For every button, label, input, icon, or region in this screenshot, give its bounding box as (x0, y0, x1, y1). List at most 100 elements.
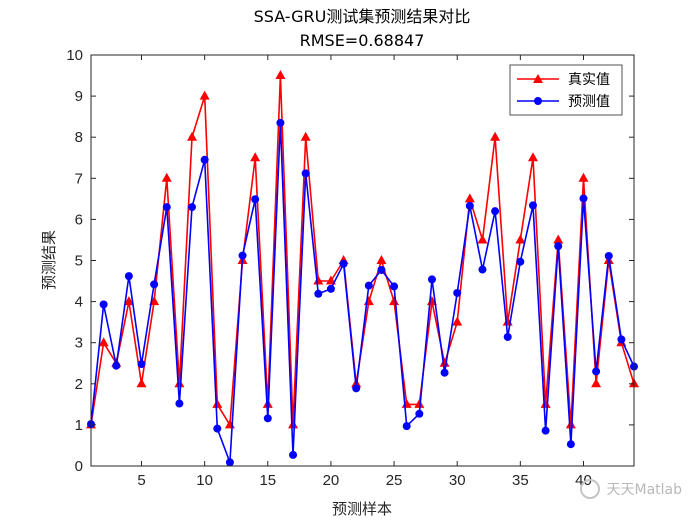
y-tick-label: 7 (75, 170, 83, 187)
data-point-predicted (251, 195, 260, 204)
data-point-predicted (99, 300, 108, 309)
data-point-predicted (339, 259, 348, 268)
y-tick-label: 6 (75, 211, 83, 228)
data-point-predicted (617, 335, 626, 344)
data-point-predicted (478, 265, 487, 274)
data-point-predicted (137, 360, 146, 369)
data-point-actual (187, 131, 198, 141)
data-point-predicted (528, 201, 537, 210)
data-point-actual (527, 152, 538, 162)
data-point-actual (477, 234, 488, 244)
data-point-predicted (402, 422, 411, 431)
x-tick-label: 5 (137, 472, 145, 489)
data-point-predicted (491, 207, 500, 216)
data-point-predicted (377, 265, 386, 274)
data-point-predicted (592, 367, 601, 376)
y-tick-label: 10 (66, 47, 83, 64)
data-point-actual (490, 131, 501, 141)
data-point-actual (212, 398, 223, 408)
data-point-actual (288, 419, 299, 429)
data-point-actual (136, 378, 147, 388)
data-point-predicted (440, 368, 449, 377)
data-point-predicted (112, 361, 121, 370)
data-point-actual (300, 131, 311, 141)
data-point-actual (389, 296, 400, 306)
wechat-logo-icon (580, 479, 601, 499)
data-point-predicted (415, 409, 424, 418)
x-tick-label: 15 (259, 472, 276, 489)
data-point-predicted (554, 242, 563, 251)
data-point-actual (591, 378, 602, 388)
x-tick-label: 30 (449, 472, 466, 489)
legend-label-predicted: 预测值 (568, 94, 610, 110)
x-tick-label: 20 (323, 472, 340, 489)
legend-marker-circle-icon (534, 97, 542, 105)
series-line-1 (90, 122, 635, 464)
x-tick-label: 35 (512, 472, 529, 489)
chart-title: SSA-GRU测试集预测结果对比 (254, 7, 471, 26)
data-point-predicted (175, 399, 184, 408)
y-tick-label: 8 (75, 129, 83, 146)
data-point-predicted (162, 203, 171, 212)
legend-marker-triangle-icon (533, 74, 543, 83)
data-point-predicted (213, 424, 222, 433)
watermark-text: 天天Matlab (606, 482, 682, 498)
data-point-predicted (124, 272, 133, 281)
data-point-predicted (326, 284, 335, 293)
data-point-predicted (516, 257, 525, 266)
data-point-predicted (390, 282, 399, 291)
x-tick-label: 10 (196, 472, 213, 489)
data-point-actual (578, 172, 589, 182)
y-tick-label: 1 (75, 417, 83, 434)
data-point-actual (275, 70, 286, 80)
y-tick-label: 5 (75, 253, 83, 270)
legend-box (509, 64, 623, 116)
data-point-actual (439, 357, 450, 367)
y-tick-label: 9 (75, 88, 83, 105)
data-point-predicted (604, 251, 613, 260)
data-point-predicted (188, 203, 197, 212)
data-point-predicted (503, 332, 512, 341)
legend-label-actual: 真实值 (568, 72, 610, 88)
y-tick-label: 3 (75, 335, 83, 352)
series-layer (86, 70, 639, 467)
data-point-predicted (579, 194, 588, 203)
data-point-predicted (541, 426, 550, 435)
data-point-actual (452, 316, 463, 326)
data-point-actual (98, 337, 109, 347)
data-point-predicted (453, 288, 462, 297)
data-point-actual (515, 234, 526, 244)
data-point-predicted (263, 414, 272, 423)
data-point-actual (250, 152, 261, 162)
data-point-predicted (566, 440, 575, 449)
data-point-actual (199, 90, 210, 100)
x-axis-label: 预测样本 (332, 500, 392, 518)
data-point-actual (376, 255, 387, 264)
legend: 真实值 预测值 (509, 64, 623, 116)
data-point-predicted (364, 281, 373, 290)
x-tick-label: 25 (386, 472, 403, 489)
data-point-actual (565, 419, 576, 429)
data-point-actual (174, 378, 185, 388)
data-point-actual (553, 234, 564, 244)
chart-subtitle: RMSE=0.68847 (300, 31, 425, 50)
data-point-actual (313, 275, 324, 285)
data-point-predicted (465, 201, 474, 210)
data-point-predicted (225, 458, 234, 467)
data-point-predicted (200, 155, 209, 164)
data-point-predicted (301, 169, 310, 178)
y-tick-label: 4 (75, 294, 83, 311)
data-point-actual (414, 398, 425, 408)
data-point-actual (123, 296, 134, 306)
watermark: 天天Matlab (580, 479, 682, 499)
data-point-actual (464, 193, 475, 203)
data-point-predicted (314, 289, 323, 298)
data-point-predicted (289, 450, 298, 459)
y-tick-label: 2 (75, 376, 83, 393)
data-point-predicted (352, 384, 361, 393)
data-point-predicted (427, 275, 436, 284)
data-point-actual (161, 172, 172, 182)
data-point-predicted (150, 280, 159, 289)
